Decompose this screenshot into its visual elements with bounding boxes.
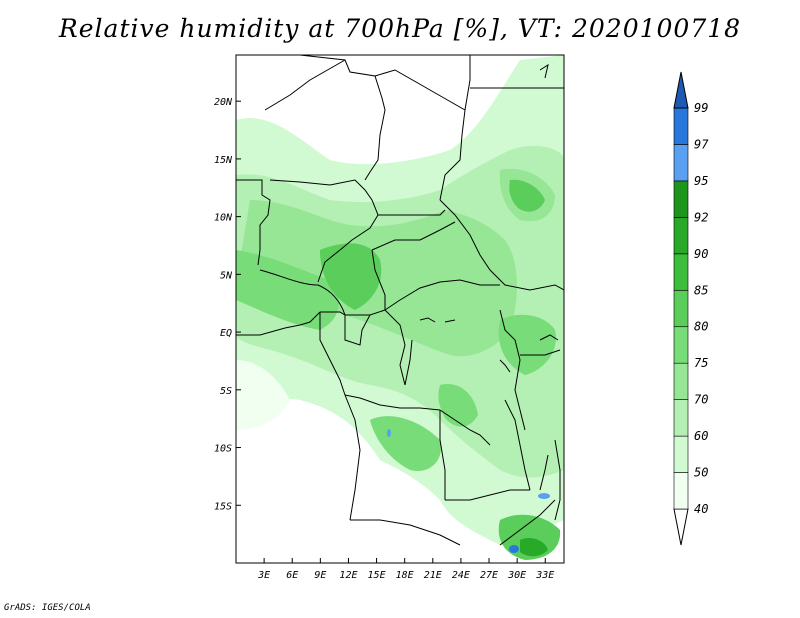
lat-tick-label: 5S	[220, 386, 232, 397]
map-frame	[235, 54, 565, 564]
colorbar-level-label: 92	[694, 210, 708, 224]
lon-tick-label: 9E	[314, 570, 326, 581]
colorbar-segment	[673, 472, 689, 510]
colorbar: 40 50 60 70 75 80 85 90 92 95 97 99	[673, 71, 709, 546]
country-borders	[236, 55, 564, 546]
longitude-axis: 3E 6E 9E 12E 15E 18E 21E 24E 27E 30E 33E	[257, 558, 554, 581]
colorbar-level-label: 99	[694, 101, 708, 115]
humidity-field	[236, 55, 564, 563]
map-title: Relative humidity at 700hPa [%], VT: 202…	[58, 14, 742, 43]
colorbar-segment	[673, 289, 689, 328]
lon-tick-label: 30E	[507, 570, 526, 581]
colorbar-level-label: 60	[694, 429, 708, 443]
lon-tick-label: 6E	[286, 570, 298, 581]
colorbar-segment	[673, 144, 689, 182]
colorbar-level-label: 75	[694, 356, 708, 370]
colorbar-level-label: 85	[694, 283, 708, 297]
colorbar-level-label: 97	[694, 137, 709, 151]
colorbar-level-label: 95	[694, 174, 708, 188]
colorbar-level-label: 90	[694, 247, 708, 261]
lon-tick-label: 3E	[257, 570, 270, 581]
lat-tick-label: 15N	[214, 155, 233, 166]
lat-tick-label: 15S	[214, 501, 232, 512]
colorbar-level-label: 70	[694, 393, 708, 407]
lon-tick-label: 27E	[480, 570, 498, 581]
lon-tick-label: 24E	[452, 570, 470, 581]
credit-label: GrADS: IGES/COLA	[4, 603, 91, 613]
lat-tick-label: EQ	[220, 328, 232, 339]
colorbar-segment	[673, 362, 689, 400]
colorbar-bottom-arrow	[673, 508, 689, 546]
colorbar-level-label: 40	[694, 502, 708, 516]
lon-tick-label: 33E	[535, 570, 554, 581]
colorbar-segment	[673, 435, 689, 473]
colorbar-segment	[673, 107, 689, 145]
colorbar-level-label: 50	[694, 466, 708, 480]
colorbar-segment	[673, 399, 689, 437]
lat-tick-label: 5N	[220, 270, 233, 281]
colorbar-segment	[673, 180, 689, 218]
colorbar-segment	[673, 326, 689, 364]
lat-tick-label: 20N	[214, 97, 233, 108]
lon-tick-label: 18E	[396, 570, 414, 581]
lon-tick-label: 21E	[424, 570, 442, 581]
lon-tick-label: 15E	[368, 570, 386, 581]
lat-tick-label: 10S	[214, 444, 232, 455]
lat-tick-label: 10N	[214, 213, 233, 224]
latitude-axis: 20N 15N 10N 5N EQ 5S 10S 15S	[214, 97, 241, 512]
colorbar-segment	[673, 253, 689, 291]
lon-tick-label: 12E	[339, 570, 357, 581]
colorbar-segment	[673, 217, 689, 255]
colorbar-top-arrow	[673, 71, 689, 109]
colorbar-level-label: 80	[694, 320, 708, 334]
